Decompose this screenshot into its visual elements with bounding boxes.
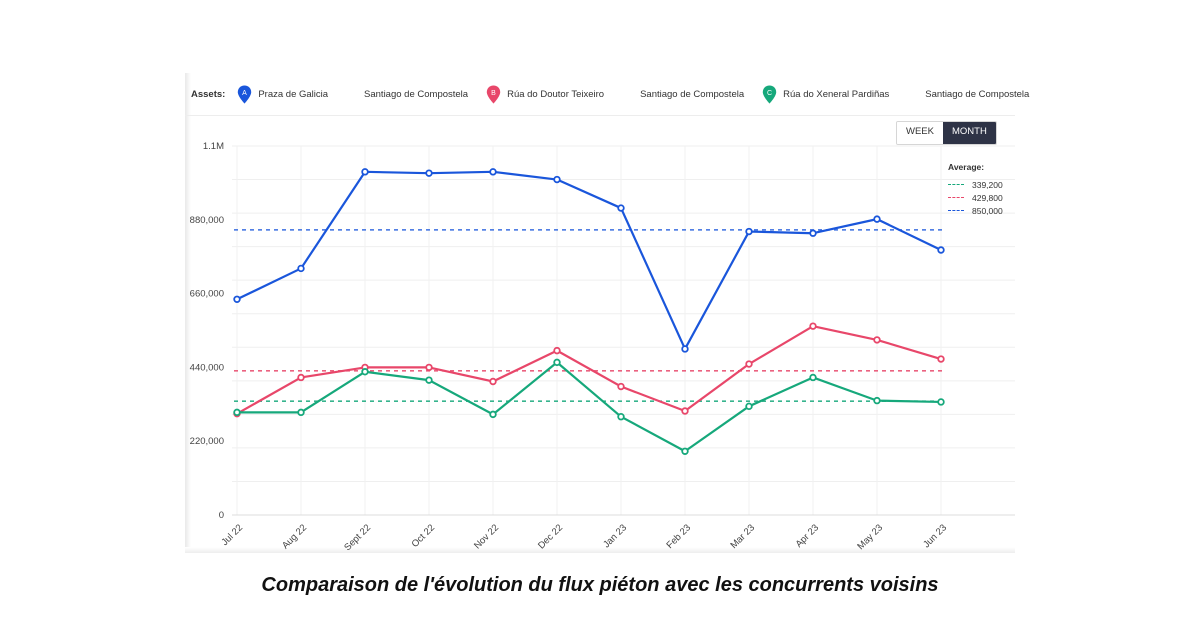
x-tick-label: Apr 23 — [794, 522, 822, 550]
data-point — [873, 336, 881, 344]
month-button[interactable]: MONTH — [942, 122, 996, 144]
y-tick-label: 880,000 — [190, 215, 224, 226]
data-point — [681, 345, 689, 353]
asset-c[interactable]: C Rúa do Xeneral Pardiñas Santiago de Co… — [762, 85, 1047, 104]
asset-b-letter: B — [491, 89, 496, 96]
data-point — [361, 368, 369, 376]
data-point — [233, 408, 241, 417]
x-tick-label: Jun 23 — [921, 522, 949, 550]
legend-dash-green — [948, 184, 964, 185]
x-tick-label: Dec 22 — [536, 522, 565, 551]
data-point — [297, 373, 305, 382]
asset-c-letter: C — [767, 89, 772, 96]
legend-dash-red — [948, 197, 964, 198]
y-tick-label: 440,000 — [190, 362, 224, 373]
data-point — [425, 376, 433, 384]
data-point — [745, 227, 753, 236]
data-point — [489, 168, 497, 176]
data-point — [681, 407, 689, 415]
x-tick-label: Feb 23 — [664, 522, 693, 551]
data-point — [489, 410, 497, 419]
figure-caption: Comparaison de l'évolution du flux piéto… — [261, 574, 939, 596]
map-pin-b-icon: B — [486, 85, 501, 103]
x-tick-label: Mar 23 — [728, 522, 757, 551]
data-point — [553, 346, 561, 355]
y-tick-label: 660,000 — [190, 289, 224, 300]
assets-label: Assets: — [191, 88, 226, 100]
header-divider — [185, 115, 1015, 116]
series-line — [236, 325, 942, 415]
data-point — [809, 373, 817, 382]
data-point — [361, 168, 369, 176]
legend-row-green: 339,200 — [948, 178, 1003, 191]
assets-bar: Assets: A Praza de Galicia Santiago de C… — [191, 80, 1047, 108]
legend-value-green: 339,200 — [972, 179, 1003, 190]
data-point — [297, 408, 305, 417]
y-axis-ticks: 0 220,000 440,000 660,000 880,000 1.1M — [190, 141, 224, 521]
asset-a-name: Praza de Galicia — [258, 88, 329, 100]
legend-value-red: 429,800 — [972, 192, 1003, 203]
series-lines — [233, 168, 945, 455]
x-tick-label: Nov 22 — [472, 522, 501, 551]
data-point — [937, 246, 945, 254]
legend-title: Average: — [948, 162, 985, 172]
data-point — [809, 322, 817, 330]
data-point — [617, 413, 625, 421]
y-tick-label: 1.1M — [203, 141, 224, 152]
data-point — [617, 382, 625, 391]
x-axis-ticks: Jul 22 Aug 22 Sept 22 Oct 22 Nov 22 Dec 22 Jan… — [219, 522, 949, 553]
asset-c-city: Santiago de Compostela — [925, 88, 1030, 100]
asset-b[interactable]: B Rúa do Doutor Teixeiro Santiago de Com… — [486, 85, 762, 104]
y-tick-label: 0 — [219, 510, 224, 521]
period-toggle: WEEK MONTH — [896, 121, 997, 145]
data-point — [617, 204, 625, 212]
data-point — [681, 447, 689, 455]
data-point — [745, 360, 753, 368]
x-tick-label: Jul 22 — [219, 522, 245, 548]
data-point — [553, 358, 561, 367]
asset-a[interactable]: A Praza de Galicia Santiago de Compostel… — [237, 85, 486, 104]
y-tick-label: 220,000 — [190, 436, 224, 447]
map-pin-c-icon: C — [762, 85, 777, 103]
data-point — [425, 363, 433, 372]
asset-b-name: Rúa do Doutor Teixeiro — [507, 88, 605, 100]
x-tick-label: May 23 — [855, 522, 885, 552]
legend-row-red: 429,800 — [948, 191, 1003, 204]
data-point — [297, 264, 305, 273]
x-tick-label: Sept 22 — [342, 522, 373, 553]
asset-a-letter: A — [242, 89, 247, 96]
data-point — [873, 396, 881, 405]
data-point — [937, 355, 945, 363]
data-point — [233, 295, 241, 304]
asset-b-city: Santiago de Compostela — [640, 88, 745, 100]
legend-dash-blue — [948, 210, 964, 211]
panel-shadow-bottom — [185, 547, 1015, 553]
series-line — [237, 361, 942, 453]
data-point — [745, 402, 753, 411]
data-point — [425, 169, 433, 177]
x-tick-label: Aug 22 — [280, 522, 309, 551]
x-tick-label: Jan 23 — [601, 522, 629, 550]
data-point — [489, 377, 497, 386]
data-point — [873, 215, 881, 223]
panel-shadow-left — [185, 73, 191, 553]
map-pin-a-icon: A — [238, 85, 252, 103]
asset-c-name: Rúa do Xeneral Pardiñas — [783, 88, 890, 100]
legend-row-blue: 850,000 — [948, 204, 1003, 217]
week-button[interactable]: WEEK — [897, 122, 943, 144]
series-line — [236, 170, 942, 351]
legend-value-blue: 850,000 — [972, 205, 1003, 216]
data-point — [809, 229, 817, 237]
data-point — [937, 398, 945, 406]
data-point — [553, 175, 561, 184]
asset-a-city: Santiago de Compostela — [364, 88, 469, 100]
x-tick-label: Oct 22 — [410, 522, 438, 550]
chart-grid — [232, 145, 1015, 516]
average-lines — [234, 229, 945, 403]
average-legend: Average: 339,200 429,800 850,000 — [948, 162, 1003, 217]
